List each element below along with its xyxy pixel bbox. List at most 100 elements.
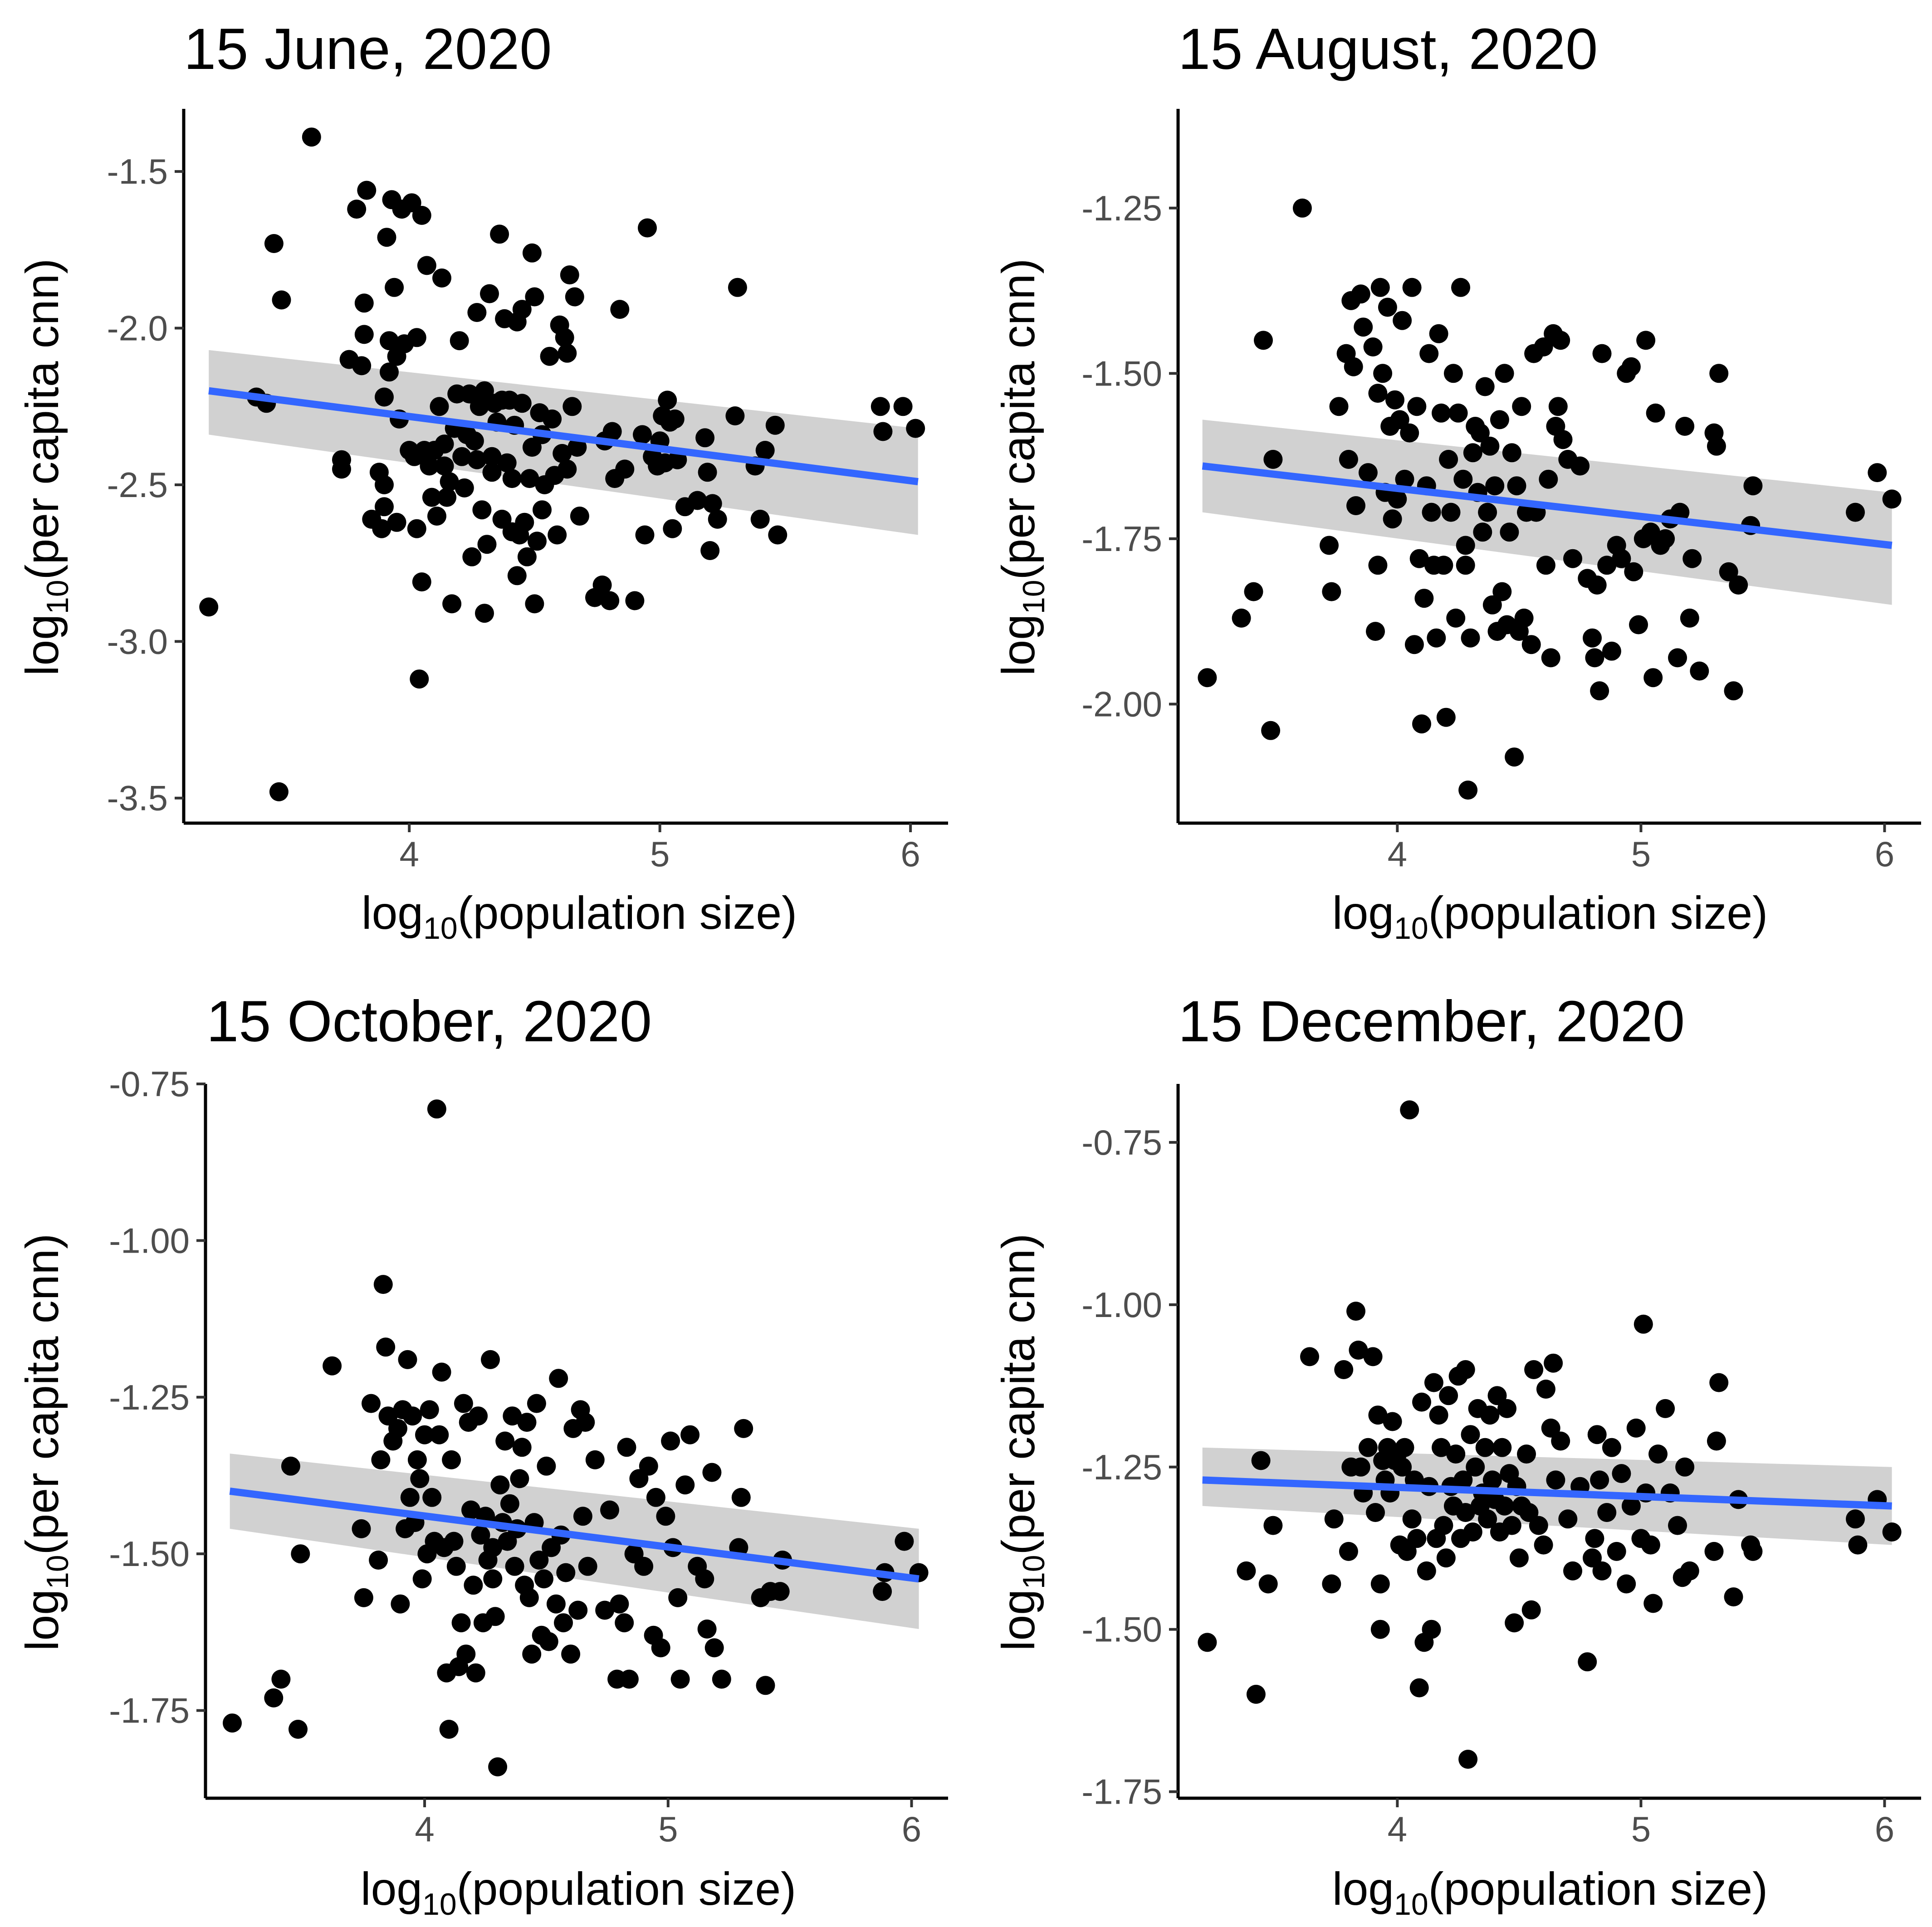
y-tick-label: -0.75 xyxy=(109,1064,190,1104)
data-point xyxy=(1370,1620,1390,1639)
y-axis-title: log10(per capita cnn) xyxy=(16,259,75,676)
data-point xyxy=(578,1556,597,1576)
data-point xyxy=(1602,1438,1621,1457)
y-tick-label: -0.75 xyxy=(1081,1122,1162,1162)
data-point xyxy=(528,532,547,551)
data-point xyxy=(1354,317,1373,337)
data-point xyxy=(467,450,487,469)
data-point xyxy=(698,463,717,482)
data-point xyxy=(565,287,584,307)
data-point xyxy=(549,1369,568,1388)
panel-title: 15 October, 2020 xyxy=(206,989,652,1054)
data-point xyxy=(1541,648,1560,668)
data-point xyxy=(1473,522,1492,542)
data-point xyxy=(1534,1535,1553,1555)
data-point xyxy=(1480,436,1500,456)
data-point xyxy=(1419,344,1439,363)
data-point xyxy=(1648,1444,1668,1464)
regression-line xyxy=(1202,462,1893,549)
data-point xyxy=(520,469,539,488)
data-point xyxy=(1322,1574,1341,1594)
data-point xyxy=(1514,608,1534,628)
data-point xyxy=(1495,364,1514,383)
data-point xyxy=(1546,1470,1565,1490)
data-point xyxy=(638,218,657,238)
data-point xyxy=(1368,384,1388,403)
data-point xyxy=(417,256,436,275)
data-point xyxy=(704,1638,724,1658)
data-point xyxy=(595,1600,615,1620)
data-point xyxy=(1344,357,1363,376)
x-axis-title: log10(population size) xyxy=(361,1863,796,1922)
data-point xyxy=(688,491,707,510)
data-point xyxy=(469,1406,488,1426)
x-tick-label: 4 xyxy=(1388,834,1407,874)
data-point xyxy=(1232,608,1251,628)
data-point xyxy=(1709,1373,1729,1392)
data-point xyxy=(1320,536,1339,555)
x-tick-label: 4 xyxy=(1388,1809,1407,1849)
data-point xyxy=(375,475,394,494)
data-point xyxy=(1846,502,1865,522)
data-point xyxy=(1524,1360,1544,1379)
data-point xyxy=(1417,1561,1436,1581)
data-point xyxy=(1461,628,1480,648)
data-point xyxy=(567,438,587,457)
plot-layer: 4 5 6 -1.25 -1.50 -1.75 -2.00 xyxy=(1081,109,1921,874)
data-point xyxy=(765,415,785,435)
data-point xyxy=(1612,1464,1631,1483)
data-point xyxy=(1453,469,1473,489)
data-point xyxy=(1254,331,1273,350)
data-point xyxy=(452,447,472,466)
data-point xyxy=(680,1425,700,1444)
data-point xyxy=(442,1450,461,1469)
data-point xyxy=(1246,1684,1266,1704)
data-point xyxy=(1422,502,1441,522)
data-point xyxy=(430,1425,449,1444)
data-point xyxy=(1339,1542,1358,1561)
data-point xyxy=(1441,502,1461,522)
data-point xyxy=(1409,549,1429,568)
data-point xyxy=(1536,1380,1555,1399)
data-point xyxy=(461,1500,480,1520)
data-point xyxy=(546,1594,566,1614)
data-point xyxy=(1351,284,1370,304)
data-point xyxy=(1388,489,1407,509)
data-point xyxy=(385,278,404,297)
data-point xyxy=(1402,278,1422,297)
data-point xyxy=(873,422,893,441)
data-point xyxy=(1370,1574,1390,1594)
data-point xyxy=(1505,1613,1524,1633)
data-point xyxy=(1551,331,1570,350)
data-point xyxy=(481,1350,500,1369)
data-point xyxy=(403,1406,422,1426)
data-point xyxy=(1458,781,1478,800)
data-point xyxy=(1729,576,1748,595)
data-point xyxy=(708,509,727,529)
data-point xyxy=(420,1400,439,1420)
data-point xyxy=(1363,1347,1383,1366)
data-point xyxy=(477,535,497,554)
y-tick-label: -1.75 xyxy=(109,1691,190,1731)
data-point xyxy=(1563,1561,1582,1581)
data-point xyxy=(1470,423,1490,443)
data-point xyxy=(485,1607,505,1626)
data-point xyxy=(554,1613,573,1633)
data-point xyxy=(483,1569,503,1589)
data-point xyxy=(354,293,374,313)
regression-line xyxy=(1202,1476,1892,1510)
data-point xyxy=(540,346,559,366)
data-point xyxy=(695,428,715,448)
data-point xyxy=(1563,549,1582,568)
data-point xyxy=(1675,1457,1695,1477)
data-point xyxy=(1404,635,1424,654)
data-point xyxy=(375,387,394,407)
data-point xyxy=(332,459,351,479)
data-point xyxy=(1544,1353,1563,1373)
data-point xyxy=(543,409,562,429)
data-point xyxy=(483,1538,503,1557)
data-point xyxy=(592,576,612,595)
data-point xyxy=(734,1419,753,1438)
data-point xyxy=(1443,364,1463,383)
data-point xyxy=(1402,1509,1422,1529)
